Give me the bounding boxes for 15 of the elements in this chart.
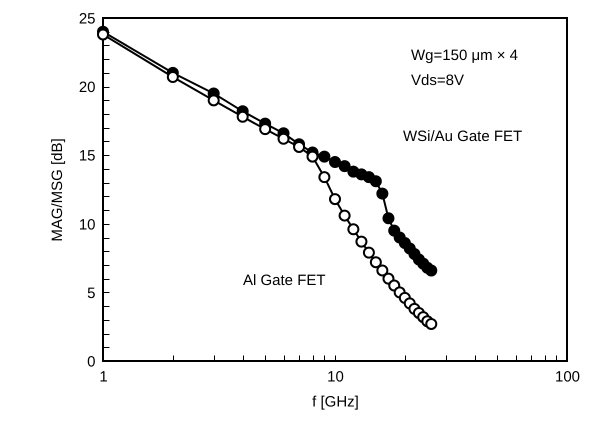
y-axis-title: MAG/MSG [dB] [48, 138, 66, 242]
y-tick-label: 15 [78, 148, 96, 165]
y-tick-label: 5 [87, 284, 96, 302]
x-tick-label: 10 [327, 368, 344, 386]
y-tick-label: 20 [78, 79, 96, 96]
x-tick-label: 1 [99, 368, 108, 386]
y-tick-label: 25 [78, 10, 96, 28]
text: WSi/Au Gate FET [403, 128, 522, 145]
annotation: Vds=8V [411, 72, 464, 89]
y-tick-label: 10 [78, 216, 96, 234]
y-tick-label: 0 [87, 354, 96, 370]
annotation: Wg=150 μm × 4 [411, 47, 518, 64]
x-axis-title: f [GHz] [312, 394, 359, 410]
text: Al Gate FET [243, 272, 326, 289]
x-tick-label: 100 [554, 368, 580, 386]
